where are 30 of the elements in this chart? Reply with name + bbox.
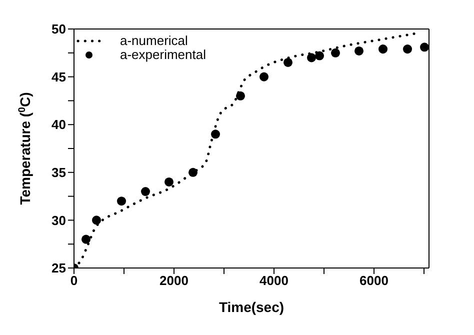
legend-label: a-experimental — [120, 47, 206, 62]
point — [354, 46, 364, 56]
y-tick-label: 30 — [52, 212, 66, 228]
point — [116, 196, 126, 206]
point — [236, 91, 246, 100]
point — [92, 216, 102, 225]
point — [188, 168, 198, 177]
y-tick-label: 35 — [52, 165, 66, 180]
point — [210, 130, 220, 139]
legend-label: a-numerical — [120, 33, 188, 48]
x-tick-label: 4000 — [260, 273, 288, 288]
point — [330, 48, 340, 58]
y-tick-label: 40 — [52, 117, 66, 132]
x-tick-label: 0 — [70, 273, 78, 288]
x-tick-label: 2000 — [160, 273, 188, 288]
point — [314, 51, 324, 60]
point — [306, 53, 316, 62]
point — [81, 234, 91, 244]
point — [259, 72, 269, 82]
point — [378, 44, 388, 54]
y-tick-label: 50 — [52, 22, 66, 37]
x-axis-title: Time(sec) — [218, 299, 284, 315]
y-tick-label: 25 — [52, 260, 66, 276]
y-tick-label: 45 — [52, 69, 66, 84]
point — [164, 177, 174, 186]
point — [283, 58, 293, 67]
point — [420, 42, 429, 52]
point — [140, 187, 150, 196]
point — [402, 44, 412, 54]
x-tick-label: 6000 — [360, 273, 388, 288]
